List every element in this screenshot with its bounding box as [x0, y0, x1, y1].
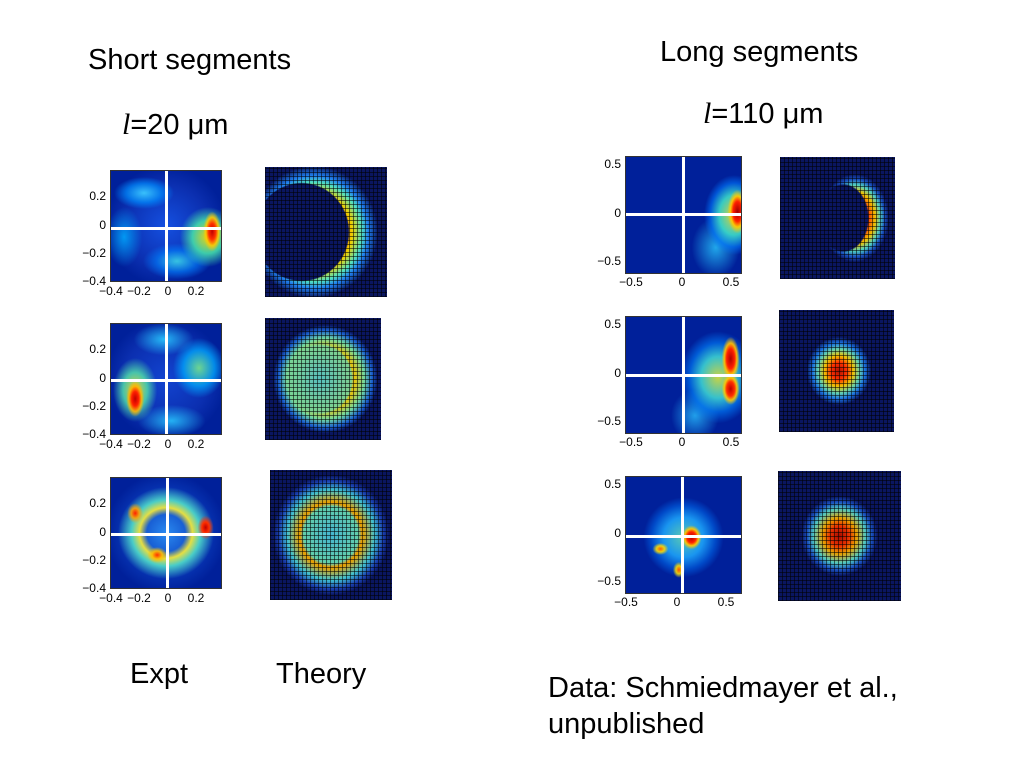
y-tick: −0.5 [597, 574, 621, 588]
y-tick: 0.2 [89, 342, 106, 356]
crosshair-vertical [166, 478, 169, 588]
theory-plot-long-2 [779, 310, 894, 432]
x-tick: −0.4 [99, 591, 123, 605]
x-tick: 0.5 [722, 275, 740, 289]
data-credit: Data: Schmiedmayer et al., unpublished [548, 670, 898, 742]
expt-plot-long-1: 0.5 0 −0.5 −0.5 0 0.5 [585, 152, 745, 290]
y-tick: 0.2 [89, 496, 106, 510]
x-tick: 0 [678, 435, 686, 449]
y-tick: 0.5 [604, 477, 621, 491]
short-segment-length: l=20 μm [122, 110, 228, 140]
theory-plot-long-3 [778, 471, 901, 601]
x-tick: 0.5 [722, 435, 740, 449]
x-tick: 0 [164, 437, 172, 451]
long-segments-heading: Long segments [660, 36, 859, 68]
crosshair-vertical [681, 477, 684, 593]
y-tick: −0.2 [82, 246, 106, 260]
crosshair-vertical [682, 157, 685, 273]
x-tick: −0.2 [127, 284, 151, 298]
y-tick: 0 [614, 526, 621, 540]
x-tick: −0.2 [127, 591, 151, 605]
x-tick: 0 [164, 284, 172, 298]
x-tick: −0.2 [127, 437, 151, 451]
theory-plot-short-2 [265, 318, 381, 440]
expt-heatmap [625, 316, 742, 434]
crosshair-vertical [165, 171, 168, 281]
theory-caption: Theory [276, 658, 367, 690]
x-tick: −0.4 [99, 284, 123, 298]
expt-plot-short-1: 0.2 0 −0.2 −0.4 −0.4 −0.2 0 0.2 [60, 165, 230, 300]
x-tick: −0.5 [614, 595, 638, 609]
expt-plot-short-2: 0.2 0 −0.2 −0.4 −0.4 −0.2 0 0.2 [60, 318, 230, 453]
long-segment-length: l=110 μm [703, 99, 823, 129]
x-tick: 0.5 [717, 595, 735, 609]
y-tick: 0 [614, 206, 621, 220]
y-tick: 0.5 [604, 157, 621, 171]
theory-plot-short-1 [265, 167, 387, 297]
x-tick: −0.5 [619, 435, 643, 449]
x-tick: 0.2 [187, 437, 205, 451]
expt-heatmap [110, 170, 222, 282]
length-symbol: l [703, 97, 712, 130]
y-tick: −0.5 [597, 254, 621, 268]
x-tick: 0.2 [187, 284, 205, 298]
length-value: =110 μm [711, 98, 824, 130]
expt-heatmap [110, 477, 222, 589]
expt-plot-short-3: 0.2 0 −0.2 −0.4 −0.4 −0.2 0 0.2 [60, 472, 230, 607]
y-tick: 0 [614, 366, 621, 380]
y-tick: −0.4 [82, 581, 106, 595]
x-tick: 0 [164, 591, 172, 605]
y-tick: 0.5 [604, 317, 621, 331]
expt-plot-long-3: 0.5 0 −0.5 −0.5 0 0.5 [585, 472, 745, 610]
theory-plot-short-3 [270, 470, 392, 600]
expt-heatmap [625, 156, 742, 274]
crosshair-vertical [682, 317, 685, 433]
x-tick: 0.2 [187, 591, 205, 605]
y-tick: −0.4 [82, 274, 106, 288]
x-tick: −0.5 [619, 275, 643, 289]
y-tick: −0.5 [597, 414, 621, 428]
y-tick: −0.2 [82, 553, 106, 567]
y-tick: −0.2 [82, 399, 106, 413]
x-tick: 0 [673, 595, 681, 609]
x-tick: 0 [678, 275, 686, 289]
y-tick: −0.4 [82, 427, 106, 441]
expt-caption: Expt [130, 658, 189, 690]
y-tick: 0.2 [89, 189, 106, 203]
expt-heatmap [625, 476, 742, 594]
credit-line: unpublished [548, 708, 705, 740]
x-tick: −0.4 [99, 437, 123, 451]
expt-plot-long-2: 0.5 0 −0.5 −0.5 0 0.5 [585, 312, 745, 450]
y-tick: 0 [99, 218, 106, 232]
length-symbol: l [122, 108, 131, 141]
short-segments-heading: Short segments [88, 44, 292, 76]
expt-heatmap [110, 323, 222, 435]
y-tick: 0 [99, 371, 106, 385]
crosshair-vertical [165, 324, 168, 434]
y-tick: 0 [99, 525, 106, 539]
length-value: =20 μm [130, 109, 229, 141]
credit-line: Data: Schmiedmayer et al., [548, 672, 898, 704]
theory-plot-long-1 [780, 157, 895, 279]
